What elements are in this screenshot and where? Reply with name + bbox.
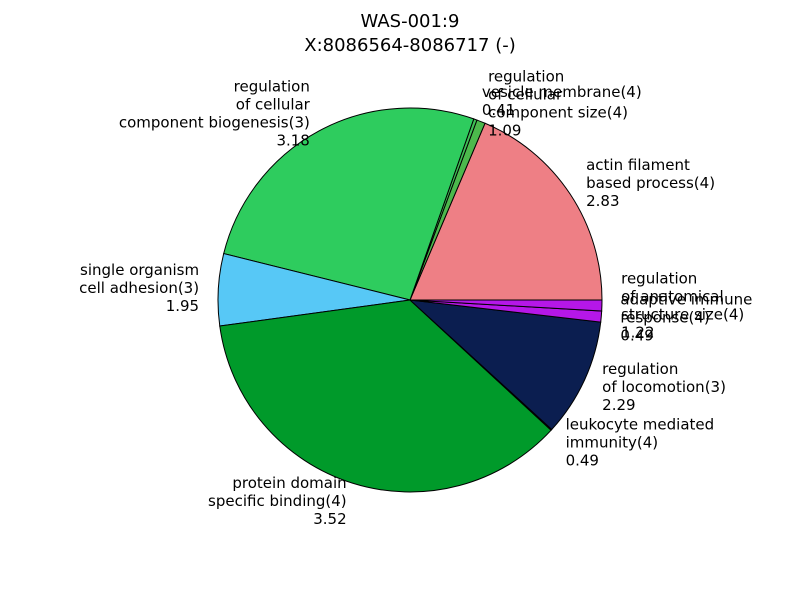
slice-label: 2.83 xyxy=(586,192,619,210)
slice-label: regulation xyxy=(621,270,697,288)
slice-label: based process(4) xyxy=(586,174,715,192)
slice-label: of locomotion(3) xyxy=(602,378,726,396)
slice-label: adaptive immune xyxy=(620,291,752,309)
slice-label: cell adhesion(3) xyxy=(79,279,199,297)
slice-label: 0.41 xyxy=(482,101,515,119)
pie-slice xyxy=(223,107,475,301)
slice-label: protein domain xyxy=(232,474,346,492)
slice-label: regulation xyxy=(602,360,678,378)
slice-label: immunity(4) xyxy=(566,433,659,451)
pie-slice xyxy=(408,299,602,431)
slice-label: regulation xyxy=(488,67,564,85)
slice-label: 2.29 xyxy=(602,396,635,414)
slice-label: 3.52 xyxy=(313,510,346,528)
slice-label: single organism xyxy=(80,261,199,279)
slice-label: of anatomical xyxy=(621,288,724,306)
slice-label: leukocyte mediated xyxy=(566,415,715,433)
slice-label: 1.95 xyxy=(166,297,199,315)
slice-label: component biogenesis(3) xyxy=(119,114,310,132)
pie-slice xyxy=(219,299,552,493)
slice-label: specific binding(4) xyxy=(208,492,347,510)
slice-label: 0.49 xyxy=(620,327,653,345)
slice-label: structure size(4) xyxy=(621,306,744,324)
chart-subtitle: X:8086564-8086717 (-) xyxy=(304,35,515,56)
slice-label: of cellular xyxy=(488,85,563,103)
slice-label: 3.18 xyxy=(276,132,309,150)
slice-label: response(4) xyxy=(620,309,709,327)
slice-label: 1.09 xyxy=(488,121,521,139)
slice-label: regulation xyxy=(234,78,310,96)
pie-slice xyxy=(409,122,603,301)
pie-slice xyxy=(409,299,603,312)
chart-title: WAS-001:9 xyxy=(361,11,460,32)
slice-label: 1.22 xyxy=(621,324,654,342)
slice-label: component size(4) xyxy=(488,103,628,121)
slice-label: actin filament xyxy=(586,156,690,174)
slice-label: vesicle membrane(4) xyxy=(482,83,642,101)
slice-label: 0.49 xyxy=(566,451,599,469)
slice-label: of cellular xyxy=(236,96,311,114)
